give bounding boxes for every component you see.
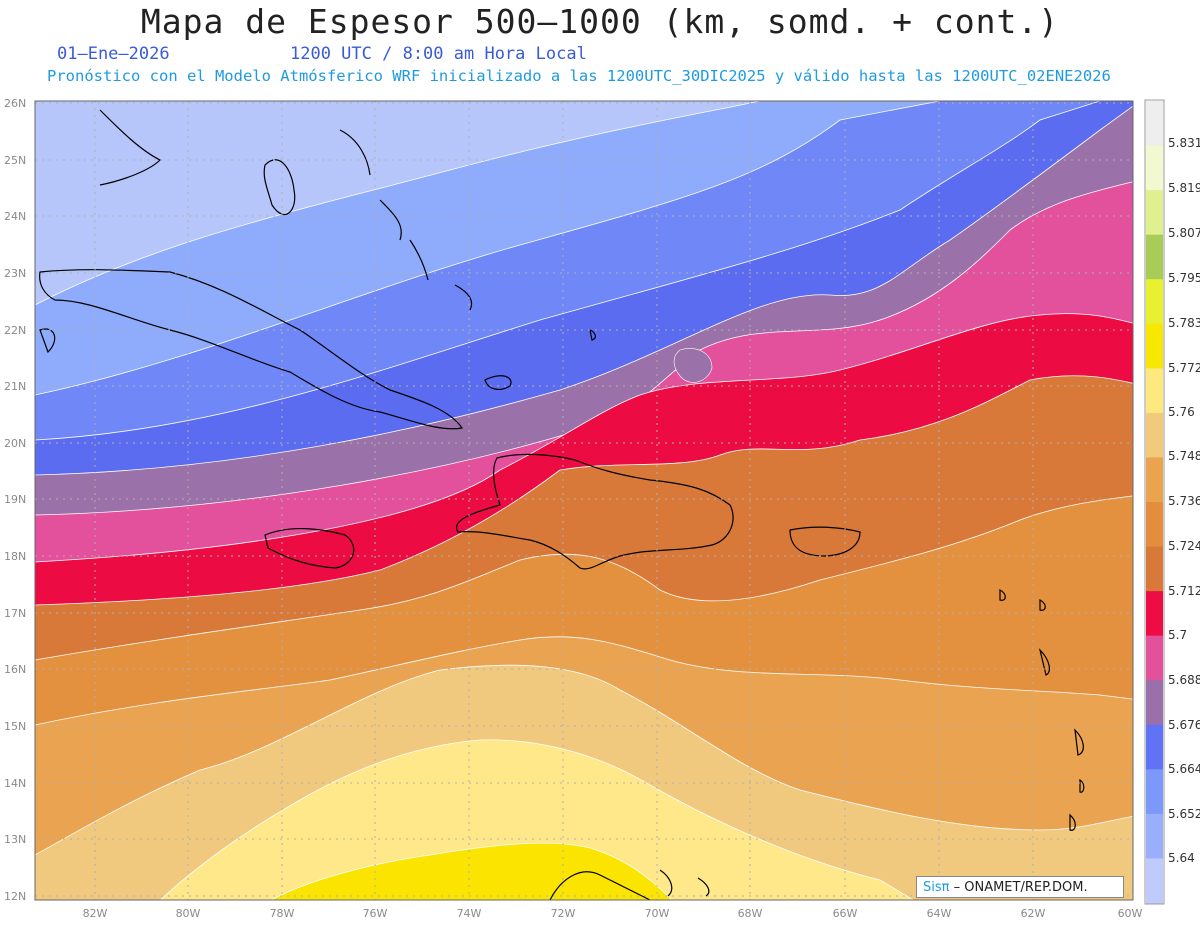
map-frame — [34, 100, 1134, 901]
colorbar-label: 5.712 — [1168, 584, 1200, 598]
jamaica-coastline — [264, 528, 355, 569]
band-5-784 — [270, 842, 672, 900]
colorbar-label: 5.736 — [1168, 494, 1200, 508]
lon-label: 76W — [363, 907, 388, 920]
lon-label: 80W — [176, 907, 201, 920]
colorbar-swatch — [1146, 635, 1163, 681]
band-5-772 — [159, 739, 915, 900]
page-title: Mapa de Espesor 500–1000 (km, somd. + co… — [140, 2, 1060, 41]
lon-label: 74W — [457, 907, 482, 920]
colorbar-swatch — [1146, 502, 1163, 548]
colorbar-label: 5.772 — [1168, 361, 1200, 375]
lon-label: 68W — [738, 907, 763, 920]
lat-label: 24N — [4, 210, 26, 223]
colorbar-swatch — [1146, 546, 1163, 592]
lon-label: 72W — [551, 907, 576, 920]
lat-label: 19N — [4, 493, 26, 506]
colorbar-label: 5.664 — [1168, 762, 1200, 776]
florida-keys — [99, 109, 162, 186]
south-america-coast — [549, 869, 710, 901]
forecast-info: Pronóstico con el Modelo Atmósferico WRF… — [47, 67, 1111, 85]
lon-label: 78W — [270, 907, 295, 920]
colorbar-swatch — [1146, 234, 1163, 280]
small-islands — [39, 328, 596, 390]
lon-label: 64W — [927, 907, 952, 920]
lon-label: 82W — [83, 907, 108, 920]
colorbar-label: 5.748 — [1168, 449, 1200, 463]
lat-label: 25N — [4, 154, 26, 167]
small-cell — [673, 348, 713, 383]
colorbar-swatch — [1146, 412, 1163, 458]
lat-axis: 12N 13N 14N 15N 16N 17N 18N 19N 20N 21N … — [4, 97, 26, 903]
lat-label: 20N — [4, 437, 26, 450]
credit-org: – ONAMET/REP.DOM. — [949, 880, 1088, 895]
colorbar-swatches — [1146, 101, 1163, 904]
colorbar-swatch — [1146, 457, 1163, 503]
lat-label: 26N — [4, 97, 26, 110]
coastline-layer — [39, 109, 1085, 901]
lat-label: 12N — [4, 890, 26, 903]
colorbar-swatch — [1146, 813, 1163, 859]
lon-label: 66W — [833, 907, 858, 920]
lon-label: 70W — [645, 907, 670, 920]
colorbar-swatch — [1146, 145, 1163, 191]
colorbar: 5.831 5.819 5.807 5.795 5.783 5.772 5.76… — [1144, 99, 1200, 905]
lon-axis: 82W 80W 78W 76W 74W 72W 70W 68W 66W 64W … — [83, 907, 1143, 920]
colorbar-label: 5.676 — [1168, 718, 1200, 732]
lat-label: 13N — [4, 833, 26, 846]
colorbar-label: 5.819 — [1168, 181, 1200, 195]
lesser-antilles — [999, 589, 1085, 831]
bahamas-islands — [339, 129, 473, 311]
graticule — [35, 101, 1133, 900]
forecast-time: 1200 UTC / 8:00 am Hora Local — [290, 44, 587, 64]
sispi-logo: Sisπ — [923, 880, 950, 895]
lat-label: 16N — [4, 663, 26, 676]
colorbar-label: 5.64 — [1168, 851, 1195, 865]
colorbar-label: 5.795 — [1168, 271, 1200, 285]
colorbar-label: 5.724 — [1168, 539, 1200, 553]
colorbar-label: 5.652 — [1168, 807, 1200, 821]
colorbar-label: 5.807 — [1168, 226, 1200, 240]
colorbar-swatch — [1146, 101, 1163, 147]
colorbar-label: 5.7 — [1168, 628, 1187, 642]
contour-fill — [35, 101, 1133, 900]
lon-label: 62W — [1021, 907, 1046, 920]
colorbar-label: 5.688 — [1168, 673, 1200, 687]
colorbar-label: 5.831 — [1168, 136, 1200, 150]
credit-badge: Sisπ – ONAMET/REP.DOM. — [916, 876, 1124, 898]
lat-label: 22N — [4, 324, 26, 337]
colorbar-swatch — [1146, 680, 1163, 726]
cuba-coastline — [39, 269, 464, 430]
colorbar-swatch — [1146, 591, 1163, 637]
colorbar-swatch — [1146, 190, 1163, 236]
hispaniola-coastline — [455, 453, 734, 570]
lat-label: 23N — [4, 267, 26, 280]
colorbar-label: 5.783 — [1168, 316, 1200, 330]
colorbar-label: 5.76 — [1168, 405, 1195, 419]
lat-label: 14N — [4, 777, 26, 790]
colorbar-swatch — [1146, 724, 1163, 770]
colorbar-swatch — [1146, 858, 1163, 904]
colorbar-swatch — [1146, 279, 1163, 325]
lat-label: 15N — [4, 720, 26, 733]
forecast-date: 01–Ene–2026 — [57, 44, 170, 64]
lat-label: 18N — [4, 550, 26, 563]
lat-label: 17N — [4, 607, 26, 620]
lat-label: 21N — [4, 380, 26, 393]
colorbar-swatch — [1146, 368, 1163, 414]
colorbar-swatch — [1146, 769, 1163, 815]
lon-label: 60W — [1118, 907, 1143, 920]
puerto-rico-coastline — [789, 526, 861, 557]
colorbar-swatch — [1146, 323, 1163, 369]
bahamas-andros — [263, 159, 296, 216]
